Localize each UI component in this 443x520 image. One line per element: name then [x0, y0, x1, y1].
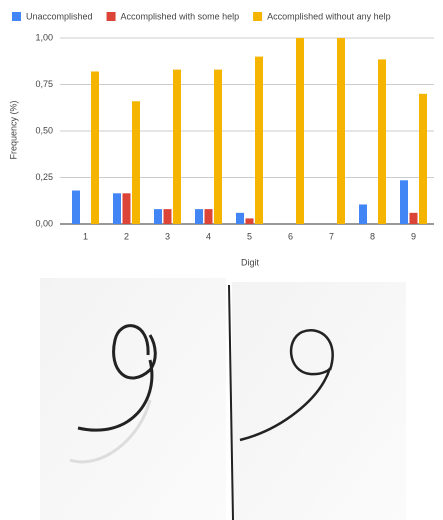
legend-swatch: [253, 12, 262, 21]
bar: [214, 70, 222, 224]
paper: [40, 278, 226, 520]
bar: [419, 94, 427, 224]
y-axis-title: Frequency (%): [8, 100, 18, 159]
bar: [132, 101, 140, 224]
chart: Digit Frequency (%) 0,00 0,25 0,50 0,75 1,00…: [8, 11, 434, 267]
x-tick-label: 7: [329, 231, 334, 241]
y-tick-label: 1,00: [35, 32, 53, 42]
y-tick-label: 0,25: [35, 172, 53, 182]
bar: [113, 193, 121, 224]
photo-right: [229, 282, 406, 520]
bar: [154, 209, 162, 224]
x-axis-title: Digit: [241, 257, 260, 267]
bar: [164, 209, 172, 224]
page: Digit Frequency (%) 0,00 0,25 0,50 0,75 1,00…: [0, 0, 443, 520]
legend-swatch: [107, 12, 116, 21]
bar: [337, 38, 345, 224]
bar: [410, 213, 418, 224]
bar: [296, 38, 304, 224]
bar: [246, 218, 254, 224]
y-tick-label: 0,50: [35, 125, 53, 135]
bar: [378, 59, 386, 224]
y-tick-label: 0,75: [35, 79, 53, 89]
x-tick-label: 5: [247, 231, 252, 241]
x-tick-label: 8: [370, 231, 375, 241]
bar: [400, 180, 408, 224]
y-tick-label: 0,00: [35, 218, 53, 228]
legend-swatch: [12, 12, 21, 21]
legend-label: Accomplished without any help: [267, 11, 391, 21]
x-tick-label: 1: [83, 231, 88, 241]
x-tick-label: 6: [288, 231, 293, 241]
bar: [236, 213, 244, 224]
bar: [255, 57, 263, 224]
photo-left: [40, 278, 226, 520]
legend-label: Unaccomplished: [26, 11, 93, 21]
bar: [91, 71, 99, 224]
bar: [359, 204, 367, 224]
bar: [205, 209, 213, 224]
x-tick-label: 3: [165, 231, 170, 241]
x-tick-label: 4: [206, 231, 211, 241]
legend-label: Accomplished with some help: [121, 11, 240, 21]
bar: [72, 191, 80, 224]
bar: [173, 70, 181, 224]
x-tick-label: 9: [411, 231, 416, 241]
bar: [195, 209, 203, 224]
paper: [232, 282, 406, 520]
bar: [123, 193, 131, 224]
x-tick-label: 2: [124, 231, 129, 241]
